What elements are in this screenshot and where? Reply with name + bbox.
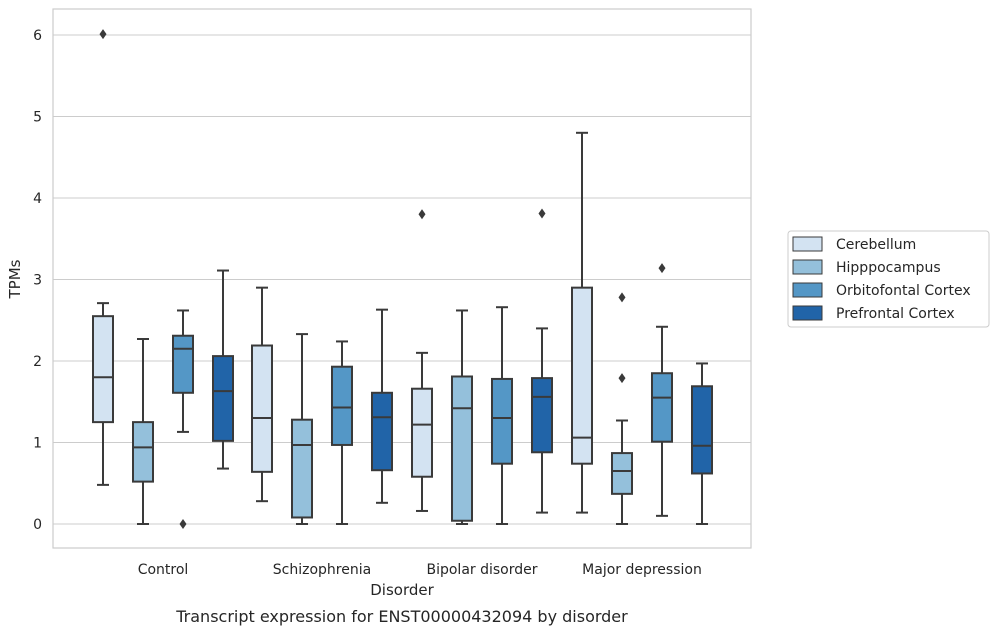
x-tick-label: Control	[138, 562, 189, 578]
y-tick-label: 5	[33, 110, 42, 126]
box-iqr	[571, 286, 593, 465]
box-group	[571, 131, 593, 514]
box-iqr	[212, 355, 234, 442]
x-tick-label: Bipolar disorder	[426, 562, 537, 578]
x-tick-label: Major depression	[582, 562, 702, 578]
box-group	[651, 263, 673, 517]
box-iqr	[451, 375, 473, 522]
box-iqr	[531, 377, 553, 454]
plot-area-frame	[52, 8, 752, 549]
y-tick-label: 2	[33, 354, 42, 370]
box-group	[531, 208, 553, 514]
y-axis-title: TPMs	[6, 259, 24, 299]
box-group	[251, 286, 273, 503]
legend-swatch	[792, 305, 823, 321]
box-group	[132, 337, 154, 525]
box-iqr	[491, 377, 513, 465]
legend-label: Prefrontal Cortex	[836, 306, 955, 322]
outlier-marker	[618, 373, 626, 384]
outlier-marker	[658, 263, 666, 274]
legend-swatch	[792, 282, 823, 298]
box-group	[331, 340, 353, 525]
chart-caption: Transcript expression for ENST0000043209…	[175, 607, 628, 626]
box-iqr	[291, 418, 313, 519]
grid-lines	[53, 34, 751, 525]
box-group	[92, 29, 114, 486]
outlier-marker	[179, 519, 187, 529]
box-group	[611, 292, 633, 525]
box-iqr	[172, 334, 194, 394]
legend: Cerebellum Hipppocampus Orbitofontal Corte…	[787, 230, 990, 328]
legend-label: Orbitofontal Cortex	[836, 283, 971, 299]
box-group	[491, 306, 513, 525]
y-axis-ticks: 0 1 2 3 4 5 6	[33, 28, 42, 533]
legend-swatch	[792, 259, 823, 275]
legend-swatch	[792, 236, 823, 252]
box-iqr	[132, 421, 154, 483]
x-axis-title: Disorder	[370, 581, 434, 599]
box-iqr	[691, 385, 713, 475]
box-iqr	[651, 372, 673, 443]
outlier-marker	[99, 29, 107, 40]
box-iqr	[92, 315, 114, 424]
y-tick-label: 0	[33, 517, 42, 533]
box-group	[172, 309, 194, 529]
legend-items: Cerebellum Hipppocampus Orbitofontal Corte…	[792, 236, 971, 322]
box-iqr	[611, 452, 633, 495]
y-tick-label: 3	[33, 273, 42, 289]
box-group	[691, 362, 713, 525]
outlier-marker	[618, 292, 626, 303]
box-group	[371, 308, 393, 504]
box-iqr	[251, 344, 273, 473]
legend-label: Hipppocampus	[836, 260, 941, 276]
y-tick-label: 6	[33, 28, 42, 44]
box-groups	[92, 29, 713, 529]
box-group	[291, 333, 313, 525]
x-tick-label: Schizophrenia	[273, 562, 371, 578]
legend-frame	[787, 230, 990, 328]
legend-label: Cerebellum	[836, 237, 916, 253]
outlier-marker	[538, 208, 546, 219]
box-group	[411, 209, 433, 512]
y-tick-label: 1	[33, 436, 42, 452]
box-iqr	[371, 391, 393, 472]
box-group	[451, 309, 473, 525]
outlier-marker	[418, 209, 426, 220]
box-group	[212, 269, 234, 470]
box-iqr	[331, 365, 353, 446]
box-iqr	[411, 387, 433, 478]
x-axis-ticks: Control Schizophrenia Bipolar disorder Majo…	[138, 562, 702, 578]
y-tick-label: 4	[33, 191, 42, 207]
